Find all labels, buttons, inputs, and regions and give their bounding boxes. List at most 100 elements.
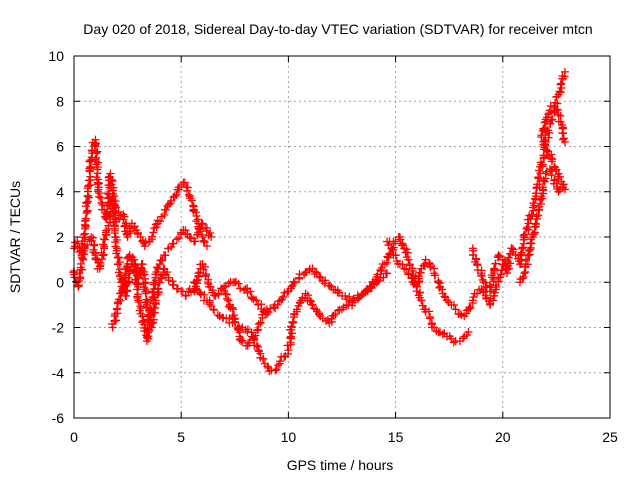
data-point [550, 162, 559, 171]
data-point [556, 88, 565, 97]
data-point [534, 173, 543, 182]
data-point [425, 314, 434, 323]
data-point [537, 131, 546, 140]
data-point [434, 278, 443, 287]
data-point [138, 266, 147, 275]
data-point [528, 210, 537, 219]
data-point [560, 137, 569, 146]
data-point [556, 80, 565, 89]
data-point [222, 294, 231, 303]
data-point [140, 242, 149, 251]
data-points [69, 67, 569, 376]
chart-title: Day 020 of 2018, Sidereal Day-to-day VTE… [83, 21, 592, 37]
data-point [413, 282, 422, 291]
x-tick-label: 15 [388, 429, 404, 445]
data-point [540, 118, 549, 127]
y-tick-label: 8 [56, 93, 64, 109]
data-point [172, 190, 181, 199]
data-point [466, 304, 475, 313]
data-point [344, 300, 353, 309]
data-point [207, 233, 216, 241]
data-point [154, 284, 163, 293]
data-point [438, 330, 447, 339]
data-point [367, 283, 376, 292]
data-point [532, 212, 541, 221]
data-point [312, 268, 321, 277]
data-point [289, 317, 298, 326]
axis-ticks: 0 5 10 15 20 25 -6 -4 -2 0 2 4 6 8 10 [48, 48, 618, 445]
data-point [523, 260, 532, 269]
data-point [532, 184, 541, 193]
data-point [333, 306, 342, 315]
data-point [100, 242, 109, 251]
data-point [535, 166, 544, 175]
data-point [287, 323, 296, 332]
data-point [83, 240, 92, 249]
data-point [295, 298, 304, 307]
data-point [373, 270, 382, 279]
data-point [464, 328, 473, 337]
data-point [477, 272, 486, 281]
data-point [170, 192, 179, 201]
data-point [554, 187, 563, 196]
data-point [531, 219, 540, 228]
data-point [271, 366, 280, 375]
y-tick-label: -2 [52, 320, 65, 336]
data-point [221, 289, 230, 298]
data-point [111, 242, 120, 251]
x-tick-label: 0 [70, 429, 78, 445]
data-point [547, 171, 556, 180]
data-point [385, 250, 394, 259]
data-point [353, 291, 362, 300]
data-point [200, 238, 209, 247]
data-point [425, 258, 434, 267]
data-point [155, 278, 164, 287]
data-point [519, 231, 528, 240]
data-point [537, 200, 546, 209]
data-point [398, 240, 407, 249]
data-point [164, 276, 173, 285]
data-point [290, 278, 299, 287]
y-tick-label: 4 [56, 184, 64, 200]
data-point [83, 199, 92, 208]
data-point [380, 260, 389, 269]
data-point [308, 301, 317, 310]
x-tick-label: 5 [177, 429, 185, 445]
data-point [385, 237, 394, 246]
data-point [116, 296, 125, 305]
data-point [532, 220, 541, 229]
data-point [391, 251, 400, 260]
data-point [426, 263, 435, 272]
data-point [158, 255, 167, 264]
data-point [185, 233, 194, 241]
data-point [145, 306, 154, 315]
data-point [113, 260, 122, 269]
data-point [443, 296, 452, 305]
data-point [96, 258, 105, 267]
data-point [197, 220, 206, 229]
data-point [417, 296, 426, 305]
data-point [559, 134, 568, 143]
data-point [83, 182, 92, 191]
data-point [538, 183, 547, 192]
data-point [78, 248, 87, 257]
data-point [523, 223, 532, 232]
data-point [114, 295, 123, 304]
data-point [79, 230, 88, 239]
data-point [539, 137, 548, 146]
data-point [112, 217, 121, 226]
data-point [182, 186, 191, 195]
data-point [376, 265, 385, 274]
data-point [149, 228, 158, 237]
x-tick-label: 25 [602, 429, 618, 445]
data-point [459, 334, 468, 343]
data-point [202, 242, 211, 251]
data-point [110, 199, 119, 208]
data-point [110, 207, 119, 216]
data-point [196, 224, 205, 233]
data-point [529, 229, 538, 238]
data-point [264, 308, 273, 317]
data-point [503, 265, 512, 274]
data-point [133, 285, 142, 294]
